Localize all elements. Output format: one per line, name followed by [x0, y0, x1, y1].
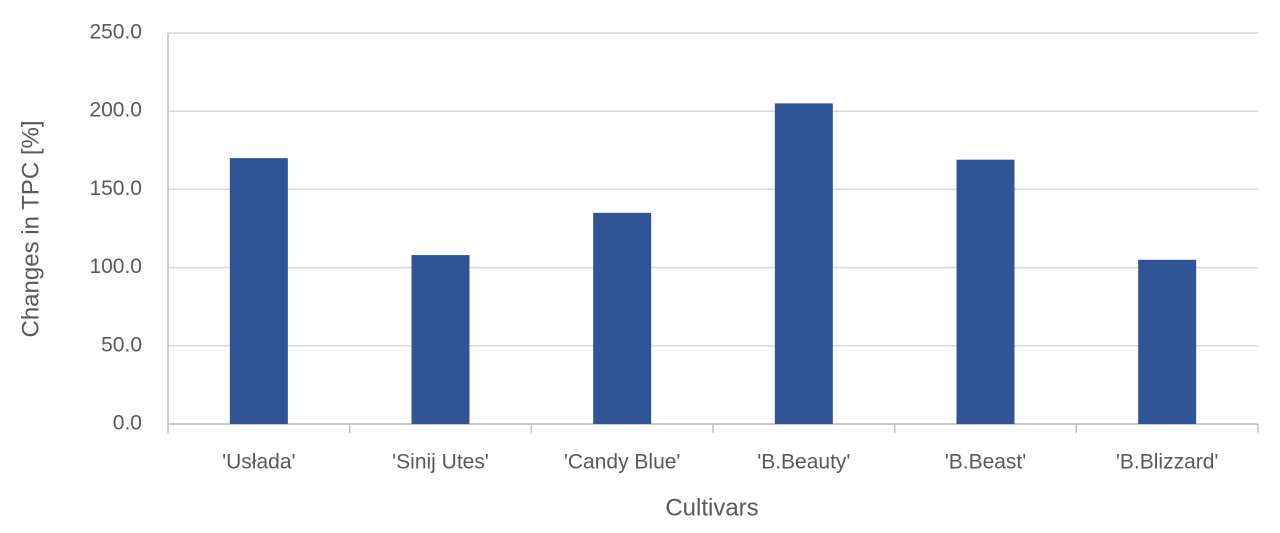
y-tick-label: 100.0: [89, 255, 142, 278]
x-tick-label: 'B.Beauty': [757, 451, 850, 474]
y-tick-label: 0.0: [113, 412, 142, 435]
x-axis-title: Cultivars: [665, 494, 758, 521]
x-tick-label: 'Candy Blue': [564, 451, 681, 474]
x-tick-label: 'Usłada': [222, 451, 295, 474]
bar: [774, 103, 833, 424]
bar: [956, 159, 1015, 424]
y-axis-title: Changes in TPC [%]: [17, 121, 44, 338]
y-tick-label: 150.0: [89, 177, 142, 200]
bar: [411, 255, 470, 424]
y-tick-label: 50.0: [101, 333, 142, 356]
bar: [229, 158, 288, 424]
x-tick-label: 'B.Beast': [945, 451, 1027, 474]
bar: [593, 212, 652, 424]
y-tick-label: 200.0: [89, 99, 142, 122]
x-tick-label: 'Sinij Utes': [392, 451, 489, 474]
y-tick-label: 250.0: [89, 21, 142, 44]
x-tick-label: 'B.Blizzard': [1116, 451, 1219, 474]
bar: [1138, 259, 1197, 424]
